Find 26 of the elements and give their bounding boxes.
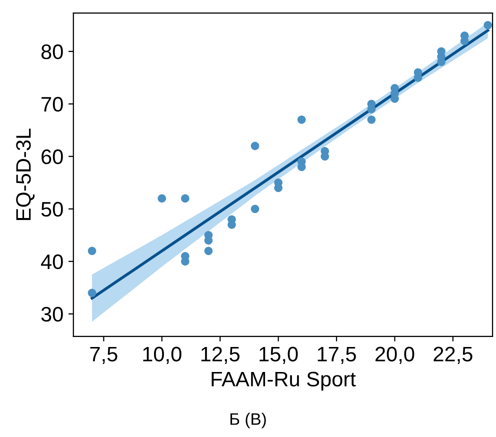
x-tick-label: 22,5 <box>434 346 472 364</box>
point <box>367 116 376 124</box>
point <box>250 204 260 214</box>
point <box>181 194 190 203</box>
x-tick-label: 17,5 <box>318 346 356 364</box>
y-tick-label: 70 <box>42 96 63 112</box>
x-tick-label: 7,5 <box>90 346 118 364</box>
x-tick-label: 15,0 <box>260 346 298 364</box>
point <box>88 246 96 256</box>
point <box>204 246 213 256</box>
y-tick-label: 30 <box>41 306 63 322</box>
x-tick-label: 12,5 <box>201 346 240 364</box>
point <box>297 116 306 124</box>
x-axis-title: FAAM-Ru Sport <box>212 372 356 391</box>
point <box>88 288 96 298</box>
point <box>484 21 492 30</box>
y-tick-label: 40 <box>40 254 63 270</box>
y-axis-title: EQ-5D-3L <box>16 128 35 220</box>
x-tick-label: 20,0 <box>376 346 414 364</box>
y-tick-label: 50 <box>41 202 63 217</box>
y-tick-label: 60 <box>42 149 63 164</box>
x-tick-label: 10,0 <box>143 346 182 364</box>
text: Б (В) <box>230 412 266 428</box>
point <box>158 194 166 203</box>
point <box>250 142 260 150</box>
y-tick-label: 80 <box>41 44 63 60</box>
